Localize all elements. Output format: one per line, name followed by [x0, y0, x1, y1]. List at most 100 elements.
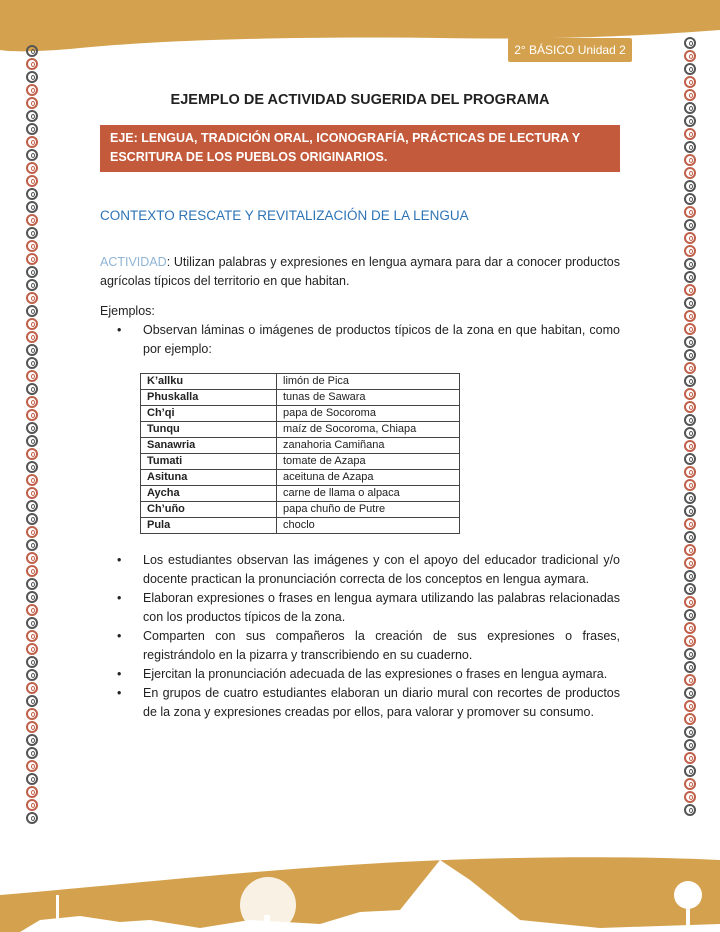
left-ornament-border: [26, 44, 40, 824]
ornament-icon: [684, 322, 696, 335]
ornament-icon: [684, 595, 696, 608]
ornament-icon: [26, 252, 38, 265]
activity-bullet-list: Los estudiantes observan las imágenes y …: [100, 551, 620, 722]
ornament-icon: [26, 772, 38, 785]
ornament-icon: [26, 551, 38, 564]
eje-box: EJE: LENGUA, TRADICIÓN ORAL, ICONOGRAFÍA…: [100, 125, 620, 172]
ornament-icon: [684, 738, 696, 751]
ornament-icon: [684, 140, 696, 153]
ornament-icon: [684, 803, 696, 816]
ornament-icon: [684, 751, 696, 764]
intro-bullet-list: Observan láminas o imágenes de productos…: [100, 321, 620, 359]
ornament-icon: [684, 218, 696, 231]
ornament-icon: [684, 699, 696, 712]
ornament-icon: [26, 174, 38, 187]
ornament-icon: [684, 634, 696, 647]
activity-paragraph: ACTIVIDAD: Utilizan palabras y expresion…: [100, 253, 620, 291]
ornament-icon: [26, 356, 38, 369]
ornament-icon: [684, 660, 696, 673]
top-wave-banner: [0, 0, 720, 52]
ornament-icon: [684, 231, 696, 244]
ornament-icon: [26, 785, 38, 798]
ornament-icon: [684, 777, 696, 790]
ornament-icon: [26, 473, 38, 486]
ornament-icon: [684, 270, 696, 283]
ornament-icon: [684, 686, 696, 699]
ornament-icon: [26, 343, 38, 356]
ornament-icon: [26, 408, 38, 421]
ornament-icon: [26, 694, 38, 707]
ornament-icon: [684, 673, 696, 686]
ornament-icon: [684, 608, 696, 621]
ornament-icon: [684, 452, 696, 465]
ornament-icon: [684, 439, 696, 452]
ornament-icon: [684, 335, 696, 348]
ornament-icon: [26, 395, 38, 408]
aymara-word: Sanawria: [140, 437, 277, 454]
ornament-icon: [684, 543, 696, 556]
ornament-icon: [684, 504, 696, 517]
ornament-icon: [684, 36, 696, 49]
ornament-icon: [684, 764, 696, 777]
ornament-icon: [684, 62, 696, 75]
aymara-word: Phuskalla: [140, 389, 277, 406]
ornament-icon: [26, 213, 38, 226]
ornament-icon: [26, 746, 38, 759]
ornament-icon: [26, 460, 38, 473]
ornament-icon: [26, 200, 38, 213]
examples-label: Ejemplos:: [100, 304, 155, 318]
ornament-icon: [26, 291, 38, 304]
grade-unit-badge: 2° BÁSICO Unidad 2: [508, 38, 632, 62]
ornament-icon: [684, 790, 696, 803]
ornament-icon: [26, 369, 38, 382]
ornament-icon: [684, 374, 696, 387]
table-row: Aycha carne de llama o alpaca: [140, 485, 460, 502]
ornament-icon: [684, 296, 696, 309]
ornament-icon: [684, 244, 696, 257]
spanish-meaning: maíz de Socoroma, Chiapa: [276, 421, 460, 438]
list-item: En grupos de cuatro estudiantes elaboran…: [100, 684, 620, 722]
ornament-icon: [26, 642, 38, 655]
ornament-icon: [684, 114, 696, 127]
ornament-icon: [684, 309, 696, 322]
ornament-icon: [26, 733, 38, 746]
ornament-icon: [684, 361, 696, 374]
list-item: Ejercitan la pronunciación adecuada de l…: [100, 665, 620, 684]
ornament-icon: [26, 798, 38, 811]
ornament-icon: [26, 759, 38, 772]
ornament-icon: [684, 192, 696, 205]
spanish-meaning: tomate de Azapa: [276, 453, 460, 470]
ornament-icon: [26, 720, 38, 733]
ornament-icon: [26, 148, 38, 161]
ornament-icon: [26, 304, 38, 317]
ornament-icon: [26, 382, 38, 395]
spanish-meaning: zanahoria Camiñana: [276, 437, 460, 454]
table-row: Tumati tomate de Azapa: [140, 453, 460, 470]
aymara-word: Pula: [140, 517, 277, 534]
ornament-icon: [26, 512, 38, 525]
context-heading: CONTEXTO RESCATE Y REVITALIZACIÓN DE LA …: [100, 208, 469, 223]
ornament-icon: [26, 681, 38, 694]
ornament-icon: [684, 569, 696, 582]
ornament-icon: [684, 101, 696, 114]
spanish-meaning: papa de Socoroma: [276, 405, 460, 422]
table-row: Tunqu maíz de Socoroma, Chiapa: [140, 421, 460, 438]
ornament-icon: [684, 465, 696, 478]
ornament-icon: [26, 486, 38, 499]
table-row: Sanawria zanahoria Camiñana: [140, 437, 460, 454]
ornament-icon: [684, 88, 696, 101]
spanish-meaning: carne de llama o alpaca: [276, 485, 460, 502]
ornament-icon: [684, 179, 696, 192]
list-item: Elaboran expresiones o frases en lengua …: [100, 589, 620, 627]
aymara-word: Ch’qi: [140, 405, 277, 422]
ornament-icon: [684, 75, 696, 88]
aymara-word: Tumati: [140, 453, 277, 470]
ornament-icon: [26, 421, 38, 434]
ornament-icon: [684, 517, 696, 530]
ornament-icon: [684, 166, 696, 179]
ornament-icon: [684, 413, 696, 426]
activity-label: ACTIVIDAD: [100, 255, 167, 269]
ornament-icon: [684, 725, 696, 738]
spanish-meaning: aceituna de Azapa: [276, 469, 460, 486]
ornament-icon: [26, 187, 38, 200]
